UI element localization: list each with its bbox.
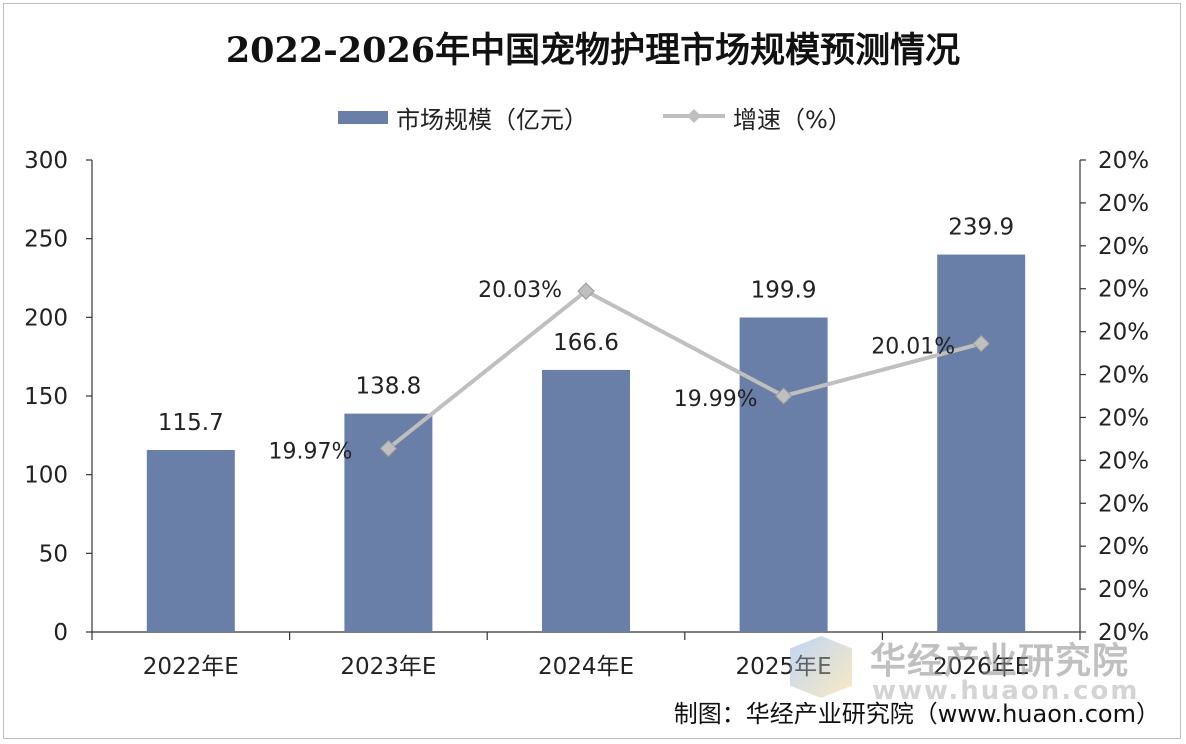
growth-rate-marker — [379, 439, 398, 458]
legend-line-swatch — [663, 109, 725, 123]
right-axis-tick-label: 20% — [1098, 277, 1149, 303]
right-axis-tick-label: 20% — [1098, 448, 1149, 474]
right-axis-tick-label: 20% — [1098, 148, 1149, 174]
left-axis-tick-label: 200 — [24, 305, 68, 331]
x-axis-tick-label: 2026年E — [933, 654, 1029, 680]
right-axis-tick-label: 20% — [1098, 577, 1149, 603]
growth-rate-line — [387, 288, 982, 451]
growth-rate-marker — [972, 334, 990, 353]
bar-2025年E — [739, 317, 828, 632]
right-axis-tick-label: 20% — [1098, 534, 1149, 560]
watermark-logo — [790, 636, 852, 698]
growth-rate-label: 20.01% — [871, 335, 955, 360]
bar-2022年E — [146, 449, 235, 632]
right-axis-tick-label: 20% — [1098, 320, 1149, 346]
x-axis-tick-label: 2022年E — [143, 654, 239, 680]
watermark-url: www.huaon.com — [872, 676, 1140, 706]
left-axis-tick-label: 50 — [39, 541, 68, 567]
bar-value-label: 199.9 — [751, 277, 817, 303]
left-axis-tick-label: 0 — [53, 620, 68, 646]
bar-value-label: 166.6 — [553, 330, 619, 356]
right-axis-tick-label: 20% — [1098, 363, 1149, 389]
right-axis-tick-label: 20% — [1098, 234, 1149, 260]
x-axis-tick-label: 2025年E — [736, 654, 832, 680]
bar-value-label: 138.8 — [355, 374, 421, 400]
chart-frame — [3, 3, 1181, 739]
bar-2024年E — [542, 369, 630, 632]
left-axis-tick-label: 300 — [24, 148, 68, 174]
bar-2026年E — [937, 254, 1026, 633]
right-axis-tick-label: 20% — [1098, 405, 1149, 431]
right-axis-tick-label: 20% — [1098, 620, 1149, 646]
legend-bar-swatch — [338, 111, 388, 124]
growth-rate-label: 20.03% — [478, 278, 562, 303]
left-axis-tick-label: 100 — [24, 463, 68, 489]
growth-rate-label: 19.99% — [674, 387, 758, 412]
legend-bar-label: 市场规模（亿元） — [396, 106, 588, 134]
growth-rate-marker — [577, 282, 595, 300]
x-axis-tick-label: 2023年E — [340, 654, 436, 680]
growth-rate-marker — [774, 387, 793, 405]
growth-rate-label: 19.97% — [269, 439, 353, 464]
watermark: 华经产业研究院 www.huaon.com — [790, 632, 1140, 712]
source-credit: 制图：华经产业研究院（www.huaon.com） — [673, 700, 1160, 728]
right-axis-tick-label: 20% — [1098, 191, 1149, 217]
right-axis-tick-label: 20% — [1098, 491, 1149, 517]
bar-value-label: 115.7 — [158, 410, 224, 436]
left-axis-tick-label: 150 — [24, 384, 68, 410]
x-axis-tick-label: 2024年E — [538, 654, 634, 680]
chart-title: 2022-2026年中国宠物护理市场规模预测情况 — [225, 30, 961, 71]
bar-value-label: 239.9 — [948, 215, 1014, 241]
watermark-name: 华经产业研究院 — [870, 641, 1130, 682]
legend-line-label: 增速（%） — [733, 106, 852, 134]
left-axis-tick-label: 250 — [24, 227, 68, 253]
chart-legend: 市场规模（亿元） 增速（%） — [0, 100, 1186, 134]
